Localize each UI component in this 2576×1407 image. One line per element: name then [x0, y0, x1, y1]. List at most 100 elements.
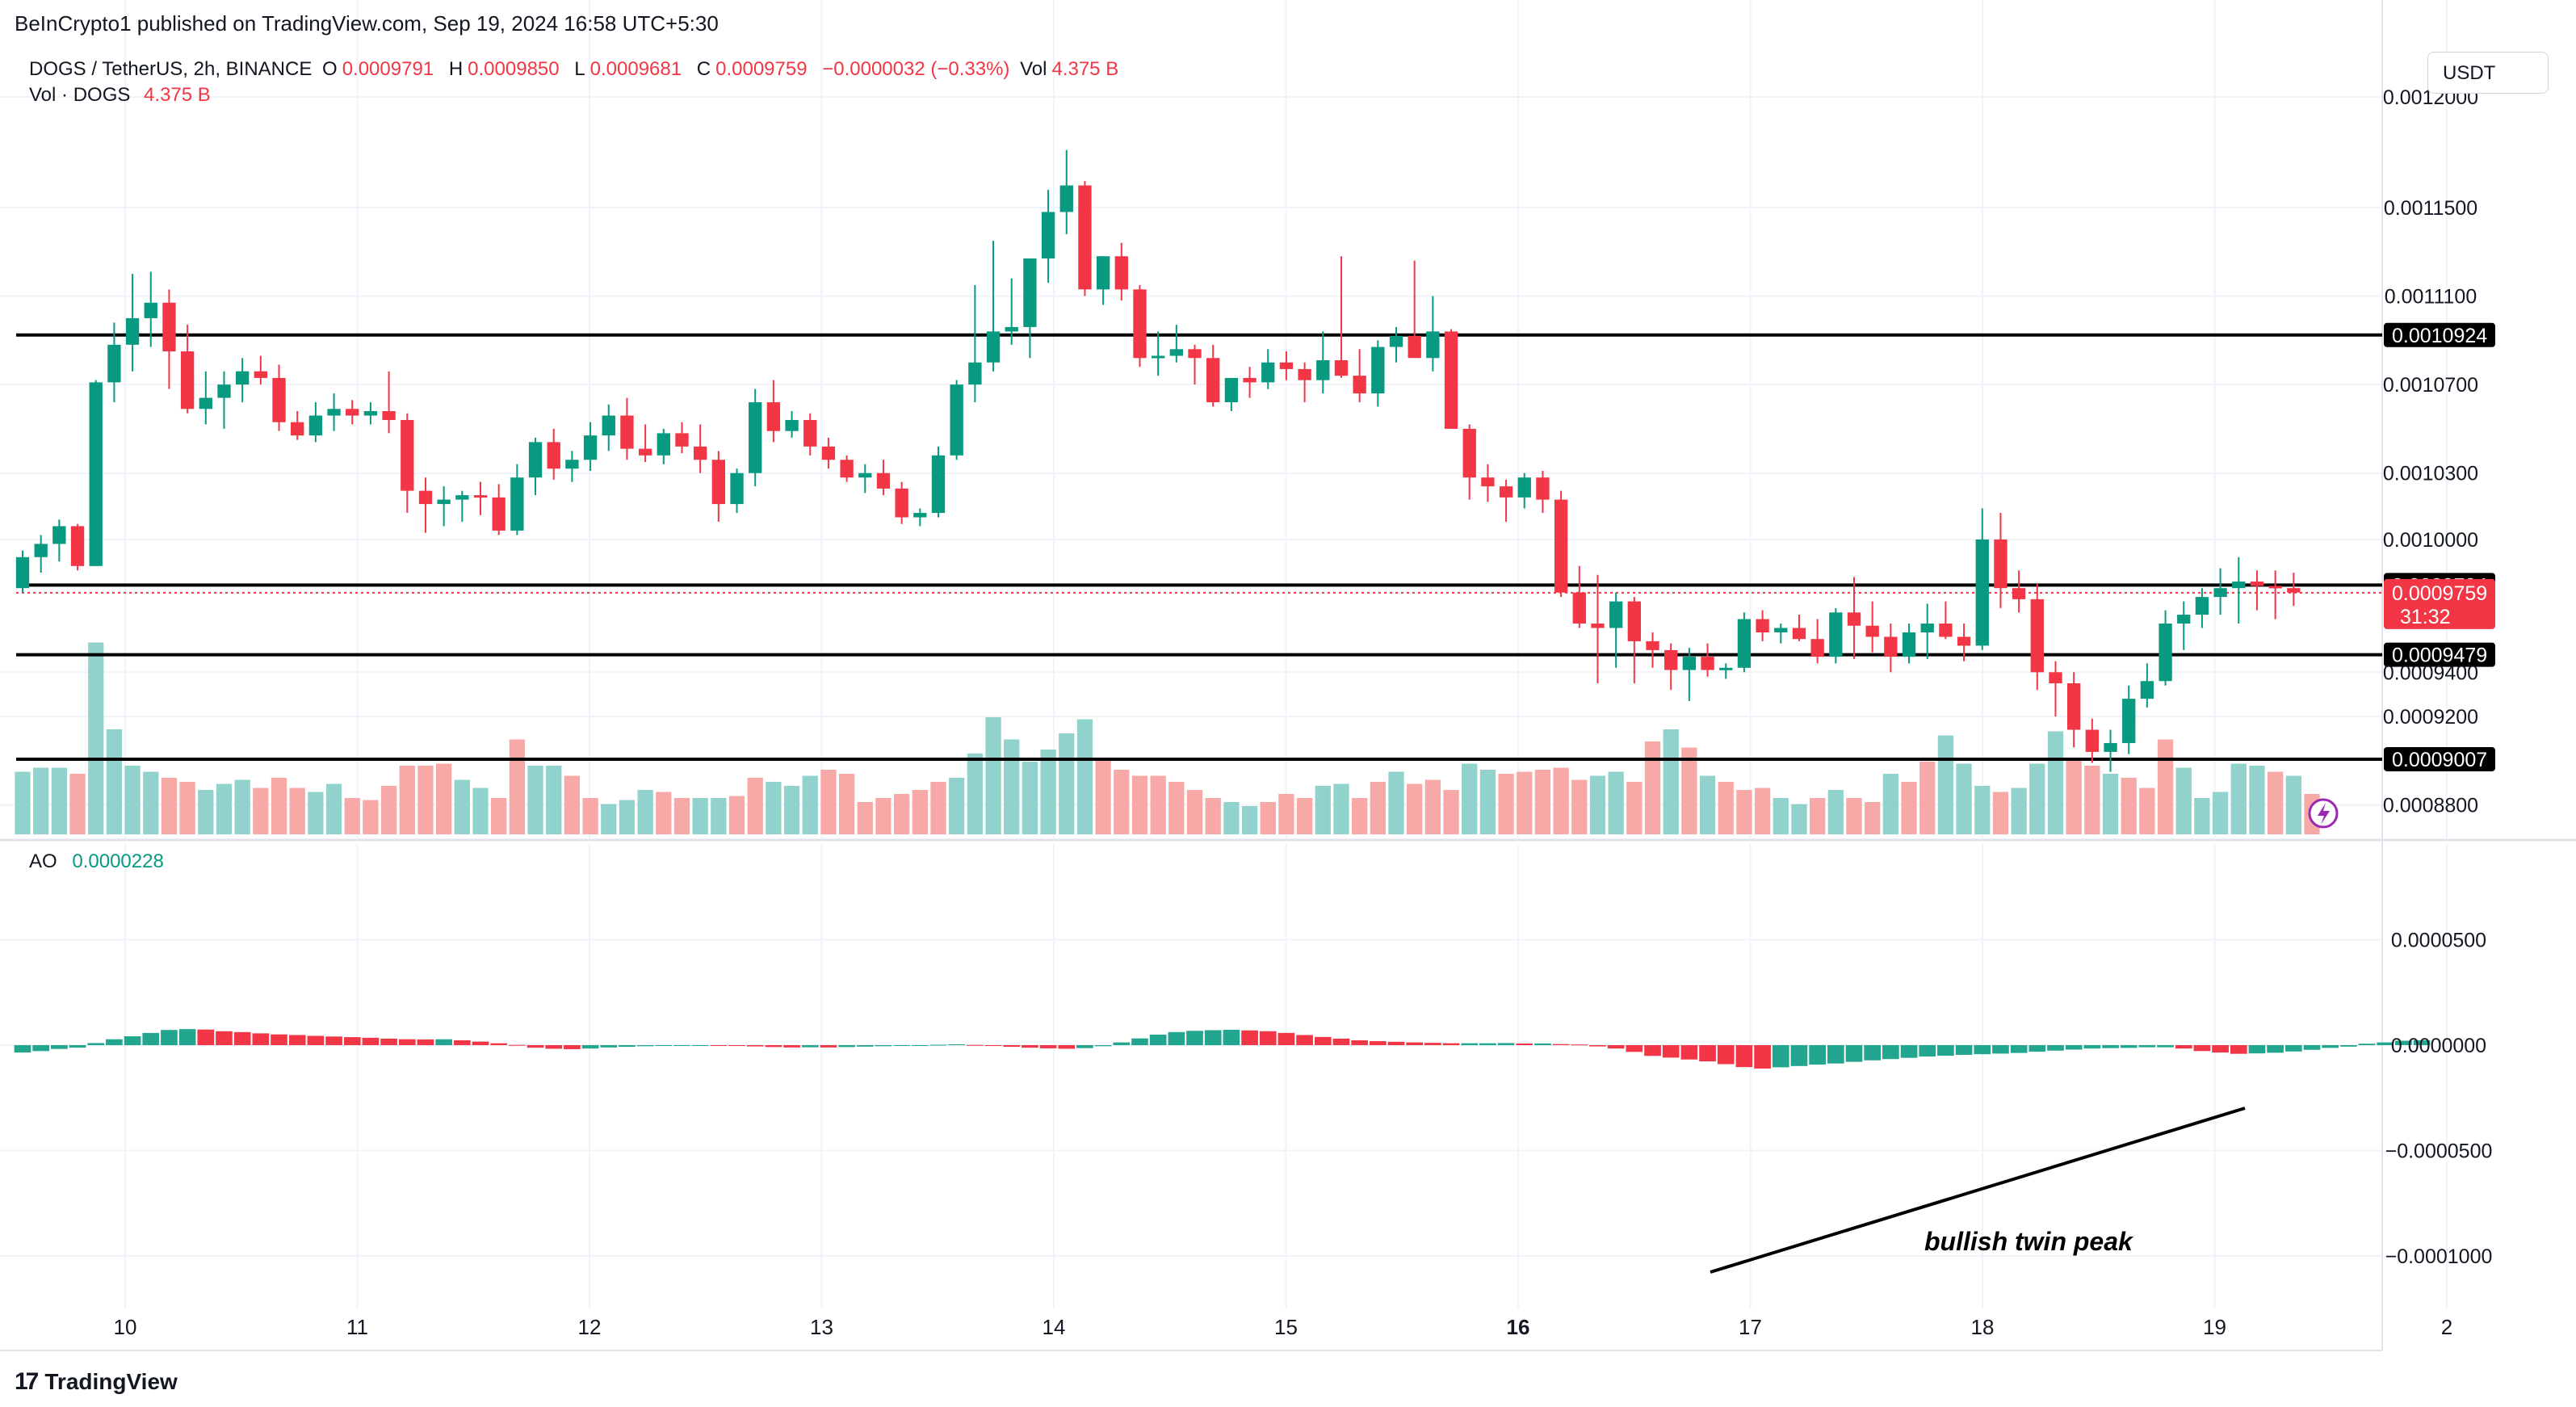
candle-body: [602, 415, 615, 436]
ohlc-legend: DOGS / TetherUS, 2h, BINANCE O 0.0009791 …: [29, 58, 1128, 81]
ao-bar: [435, 1039, 452, 1045]
volume-bar: [711, 798, 727, 834]
time-tick-label: 12: [578, 1315, 602, 1339]
volume-bar: [1241, 806, 1258, 834]
candle-body: [510, 477, 524, 531]
candle-body: [1847, 612, 1861, 626]
ao-bar: [1296, 1035, 1313, 1045]
volume-bar: [1205, 798, 1221, 834]
volume-bar: [1608, 771, 1624, 834]
horizontal-levels[interactable]: 0.00109240.00097940.00094790.00090070.00…: [16, 322, 2495, 771]
candle-body: [785, 419, 799, 431]
volume-bar: [783, 786, 800, 834]
candle-body: [291, 422, 304, 436]
volume-bar: [1131, 775, 1148, 834]
ao-bar: [1974, 1045, 1991, 1055]
volume-bar: [1315, 786, 1331, 834]
candle-body: [89, 382, 103, 566]
candle-body: [1737, 619, 1752, 668]
volume-bar: [967, 754, 983, 834]
ao-tick-label: 0.0000500: [2391, 930, 2486, 952]
ao-bar: [1790, 1045, 1808, 1066]
ao-bar: [161, 1030, 178, 1045]
candle-body: [492, 497, 506, 531]
tradingview-brand[interactable]: 17 TradingView: [15, 1368, 178, 1396]
candle-body: [308, 415, 323, 436]
ao-bar: [1278, 1032, 1295, 1045]
price-axis[interactable]: 0.00120000.00115000.00111000.00107000.00…: [2383, 86, 2492, 1268]
ao-bar: [1882, 1045, 1899, 1060]
ao-bar: [2340, 1045, 2357, 1047]
candle-body: [2195, 597, 2209, 615]
volume-bar: [1736, 790, 1752, 834]
volume-bar: [1534, 770, 1551, 834]
trendline-annotation[interactable]: bullish twin peak: [1710, 798, 2339, 1274]
candle-body: [1224, 377, 1239, 403]
candle-body: [1865, 625, 1879, 637]
candle-body: [2049, 672, 2062, 683]
candle-body: [1682, 657, 1697, 670]
currency-selector[interactable]: USDT: [2427, 52, 2549, 94]
awesome-oscillator-histogram: [14, 1029, 2431, 1069]
volume-bar: [1681, 747, 1697, 834]
ao-bar: [856, 1045, 874, 1047]
level-price-label: 0.0009479: [2392, 645, 2487, 667]
volume-bar: [399, 766, 415, 834]
volume-bar: [527, 766, 543, 834]
candle-body: [2104, 742, 2117, 752]
symbol-title[interactable]: DOGS / TetherUS, 2h, BINANCE: [29, 58, 313, 80]
price-tick-label: 0.0010700: [2383, 374, 2478, 397]
volume-bar: [271, 778, 287, 834]
candle-body: [2287, 588, 2301, 593]
annotation-label: bullish twin peak: [1924, 1227, 2134, 1256]
volume-bar: [546, 766, 562, 834]
ao-bar: [252, 1033, 270, 1045]
ao-bar: [1149, 1034, 1167, 1045]
countdown-label: 31:32: [2400, 606, 2451, 628]
volume-bar: [51, 767, 67, 834]
candle-body: [840, 460, 854, 478]
ao-bar: [1461, 1043, 1479, 1045]
candle-body: [1059, 185, 1073, 212]
volume-bar: [2102, 774, 2119, 834]
ao-bar: [1332, 1038, 1350, 1045]
candle-body: [931, 455, 946, 514]
ao-bar: [490, 1043, 508, 1045]
ao-bar: [1827, 1045, 1844, 1064]
ao-bar: [801, 1045, 819, 1048]
ao-bar: [178, 1029, 196, 1045]
volume-legend[interactable]: Vol · DOGS 4.375 B: [29, 84, 211, 107]
ao-bar: [2193, 1045, 2211, 1052]
candle-body: [455, 495, 469, 500]
ao-bar: [1919, 1045, 1936, 1057]
ao-bar: [325, 1036, 342, 1045]
ao-bar: [838, 1045, 855, 1048]
volume-bar: [161, 778, 178, 834]
ao-bar: [2157, 1045, 2174, 1048]
level-price-label: 0.0010924: [2392, 325, 2487, 347]
time-axis[interactable]: 10 11 12 13 14 15 16 17 18 19 2: [114, 1315, 2453, 1339]
ao-bar: [1589, 1045, 1606, 1047]
candle-body: [1023, 258, 1037, 327]
ao-bar: [362, 1037, 380, 1045]
volume-bar: [637, 790, 653, 834]
ao-bar: [619, 1045, 636, 1048]
ao-bar: [197, 1029, 215, 1045]
candle-body: [418, 490, 433, 505]
ao-bar: [2413, 1040, 2431, 1045]
ao-bar: [307, 1035, 325, 1045]
candle-body: [34, 544, 48, 557]
ao-bar: [1039, 1045, 1057, 1048]
high-label: H: [448, 58, 464, 80]
volume-bar: [179, 782, 195, 834]
ao-legend[interactable]: AO 0.0000228: [29, 850, 164, 873]
volume-bar: [509, 739, 525, 834]
ao-bar: [2028, 1045, 2046, 1052]
ao-bar: [124, 1036, 141, 1045]
last-price-label: 0.0009759: [2392, 582, 2487, 605]
candle-body: [1701, 657, 1714, 670]
time-tick-label: 11: [346, 1315, 368, 1339]
volume-bar: [2121, 778, 2137, 834]
volume-bar: [2084, 766, 2100, 834]
